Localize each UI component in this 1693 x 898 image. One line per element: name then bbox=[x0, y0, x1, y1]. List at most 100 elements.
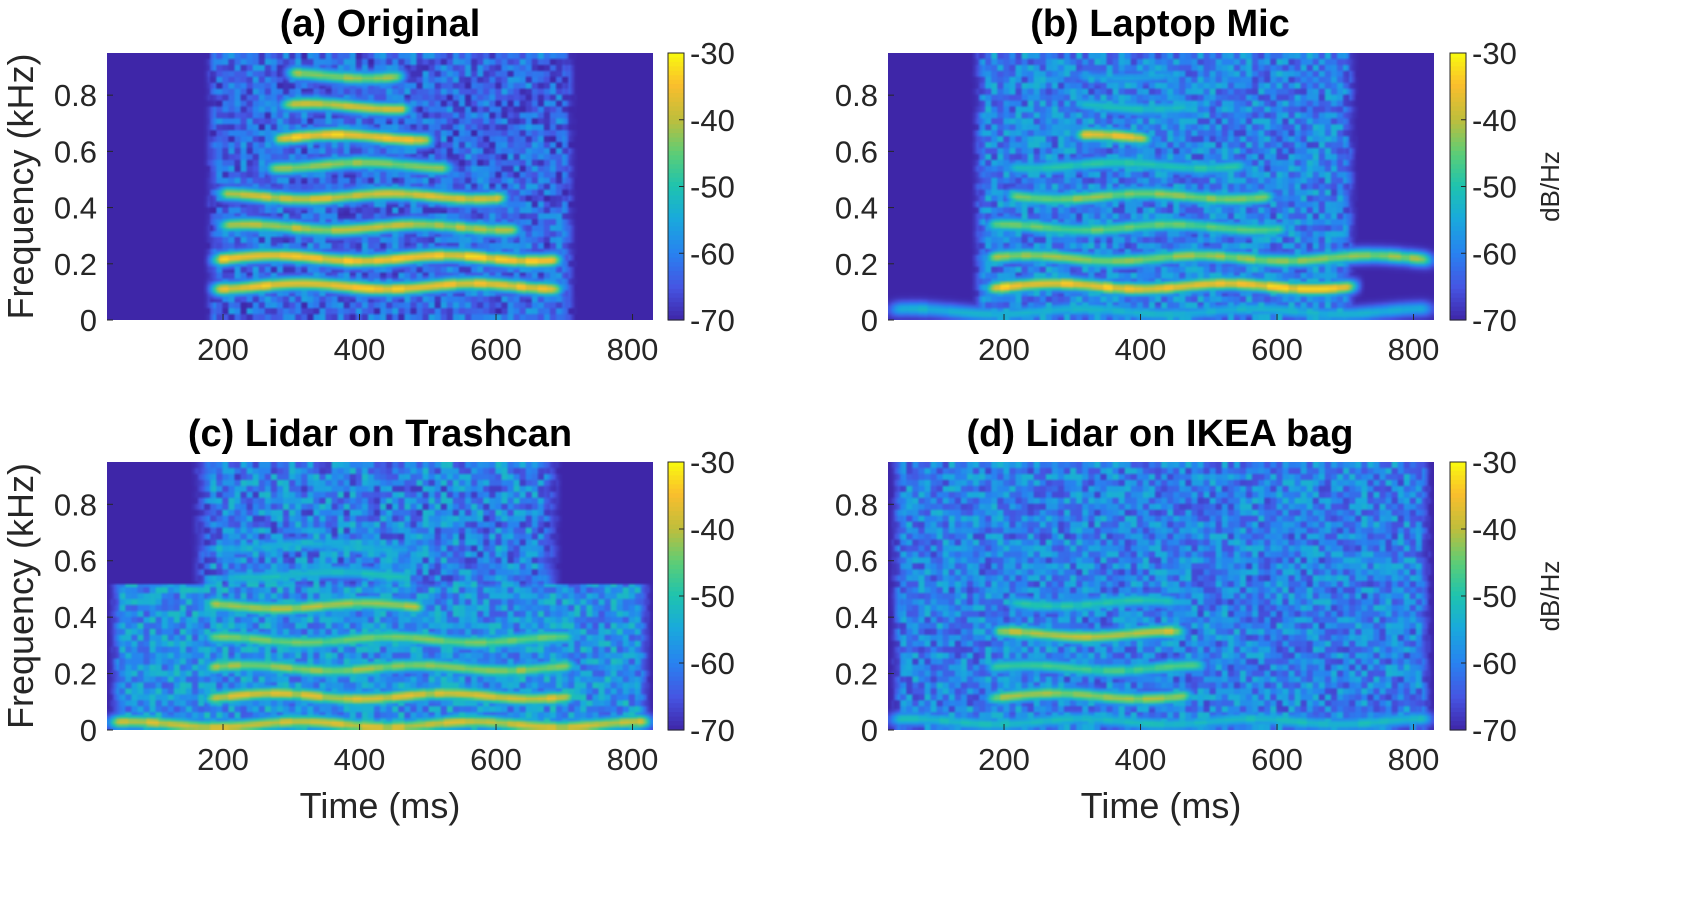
colorbar-segment bbox=[1450, 502, 1466, 508]
colorbar-segment bbox=[1450, 124, 1466, 130]
colorbar-segment bbox=[668, 497, 684, 503]
colorbar-segment bbox=[668, 529, 684, 535]
colorbar-label: dB/Hz bbox=[1535, 561, 1565, 632]
colorbar-segment bbox=[1450, 551, 1466, 557]
colorbar-segment bbox=[668, 511, 684, 517]
colorbar-segment bbox=[668, 618, 684, 624]
colorbar-segment bbox=[668, 195, 684, 201]
colorbar-segment bbox=[668, 515, 684, 521]
colorbar-tick-label: -70 bbox=[690, 303, 735, 338]
colorbar-segment bbox=[668, 150, 684, 156]
colorbar-segment bbox=[1450, 231, 1466, 237]
spectrogram-image bbox=[888, 462, 1434, 730]
y-axis-label: Frequency (kHz) bbox=[0, 53, 41, 319]
colorbar-segment bbox=[1450, 716, 1466, 722]
colorbar-segment bbox=[668, 551, 684, 557]
colorbar-segment bbox=[1450, 520, 1466, 526]
colorbar-segment bbox=[1450, 506, 1466, 512]
colorbar-segment bbox=[668, 262, 684, 268]
colorbar-segment bbox=[668, 479, 684, 485]
colorbar-segment bbox=[668, 137, 684, 143]
colorbar-segment bbox=[668, 604, 684, 610]
colorbar-segment bbox=[1450, 150, 1466, 156]
colorbar-segment bbox=[668, 712, 684, 718]
colorbar-segment bbox=[1450, 146, 1466, 152]
colorbar-tick-label: -40 bbox=[690, 103, 735, 138]
colorbar-segment bbox=[1450, 542, 1466, 548]
colorbar-segment bbox=[1450, 645, 1466, 651]
colorbar-segment bbox=[1450, 159, 1466, 165]
colorbar-segment bbox=[668, 725, 684, 731]
colorbar-segment bbox=[1450, 66, 1466, 72]
colorbar-segment bbox=[1450, 222, 1466, 228]
colorbar-segment bbox=[1450, 703, 1466, 709]
colorbar-segment bbox=[668, 75, 684, 81]
colorbar-segment bbox=[668, 239, 684, 245]
colorbar-segment bbox=[1450, 284, 1466, 290]
colorbar-segment bbox=[668, 466, 684, 472]
colorbar-segment bbox=[668, 217, 684, 223]
panel-title: (b) Laptop Mic bbox=[1030, 3, 1290, 45]
colorbar-segment bbox=[1450, 253, 1466, 259]
colorbar-segment bbox=[668, 66, 684, 72]
y-tick-label: 0.2 bbox=[835, 247, 878, 282]
colorbar-segment bbox=[1450, 177, 1466, 183]
colorbar-segment bbox=[1450, 466, 1466, 472]
colorbar-segment bbox=[668, 493, 684, 499]
colorbar-segment bbox=[1450, 266, 1466, 272]
colorbar-segment bbox=[668, 297, 684, 303]
colorbar-segment bbox=[668, 596, 684, 602]
colorbar-segment bbox=[1450, 155, 1466, 161]
colorbar-segment bbox=[668, 190, 684, 196]
colorbar-segment bbox=[668, 57, 684, 63]
colorbar-segment bbox=[1450, 596, 1466, 602]
colorbar-segment bbox=[1450, 604, 1466, 610]
colorbar-segment bbox=[1450, 537, 1466, 543]
colorbar-segment bbox=[668, 533, 684, 539]
y-tick-label: 0.8 bbox=[835, 78, 878, 113]
x-axis-label: Time (ms) bbox=[1081, 785, 1242, 826]
colorbar-segment bbox=[1450, 142, 1466, 148]
colorbar-tick-label: -40 bbox=[690, 512, 735, 547]
colorbar-segment bbox=[668, 84, 684, 90]
x-axis-label: Time (ms) bbox=[300, 785, 461, 826]
colorbar-segment bbox=[668, 53, 684, 59]
colorbar-segment bbox=[668, 164, 684, 170]
colorbar-segment bbox=[668, 703, 684, 709]
colorbar-segment bbox=[668, 124, 684, 130]
colorbar-segment bbox=[1450, 297, 1466, 303]
colorbar-segment bbox=[1450, 546, 1466, 552]
colorbar-segment bbox=[1450, 721, 1466, 727]
colorbar-segment bbox=[668, 110, 684, 116]
colorbar-segment bbox=[668, 658, 684, 664]
colorbar-segment bbox=[1450, 663, 1466, 669]
colorbar-segment bbox=[668, 569, 684, 575]
panel-c: (c) Lidar on Trashcan 200 400 600 800 0 0.2 0.4… bbox=[0, 413, 735, 826]
x-tick-label: 600 bbox=[470, 742, 522, 777]
colorbar-tick-label: -50 bbox=[1472, 579, 1517, 614]
colorbar-segment bbox=[668, 560, 684, 566]
colorbar-segment bbox=[1450, 636, 1466, 642]
colorbar-segment bbox=[1450, 110, 1466, 116]
x-tick-label: 400 bbox=[1115, 742, 1167, 777]
x-tick-label: 600 bbox=[470, 332, 522, 367]
colorbar-segment bbox=[1450, 226, 1466, 232]
colorbar-segment bbox=[1450, 133, 1466, 139]
colorbar-segment bbox=[1450, 600, 1466, 606]
colorbar-segment bbox=[668, 284, 684, 290]
colorbar-tick-label: -60 bbox=[690, 646, 735, 681]
colorbar-segment bbox=[1450, 190, 1466, 196]
colorbar-segment bbox=[1450, 164, 1466, 170]
colorbar-segment bbox=[1450, 204, 1466, 210]
y-tick-label: 0.6 bbox=[835, 544, 878, 579]
x-tick-label: 400 bbox=[334, 742, 386, 777]
colorbar-tick-label: -60 bbox=[1472, 646, 1517, 681]
colorbar-segment bbox=[668, 663, 684, 669]
x-tick-label: 200 bbox=[978, 332, 1030, 367]
colorbar-segment bbox=[668, 462, 684, 468]
colorbar-segment bbox=[668, 600, 684, 606]
y-tick-label: 0.6 bbox=[835, 134, 878, 169]
colorbar-segment bbox=[668, 101, 684, 107]
colorbar-tick-label: -30 bbox=[1472, 445, 1517, 480]
